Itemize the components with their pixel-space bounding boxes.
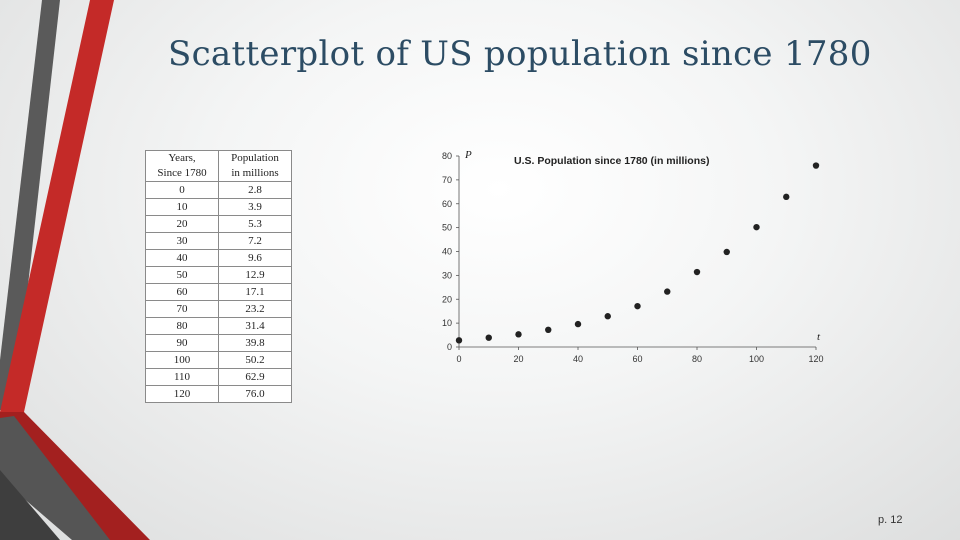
y-tick-label: 50 (442, 223, 452, 233)
data-point (812, 162, 820, 169)
population-table: Years, Since 1780 Population in millions… (145, 150, 292, 403)
population-cell: 76.0 (218, 385, 292, 403)
header-population-line1: Population (231, 152, 279, 164)
table-body: 0 2.8 10 3.9 20 5.3 30 7.2 40 9.6 50 12.9 60 17… (145, 181, 292, 403)
table-row: 40 9.6 (145, 249, 292, 267)
population-cell: 9.6 (218, 249, 292, 267)
years-cell: 80 (145, 317, 219, 335)
data-point (753, 223, 760, 231)
x-tick-label: 40 (573, 354, 583, 364)
table-row: 80 31.4 (145, 317, 292, 335)
page-number: p. 12 (878, 514, 903, 526)
years-cell: 30 (145, 232, 219, 250)
y-tick-label: 70 (442, 175, 452, 185)
header-years-line1: Years, (168, 152, 196, 164)
table-row: 100 50.2 (145, 351, 292, 369)
table-row: 20 5.3 (145, 215, 292, 233)
data-point (783, 193, 790, 201)
x-axis-variable: t (817, 331, 821, 343)
data-point (693, 268, 701, 276)
chart-axes (458, 156, 816, 348)
years-cell: 90 (145, 334, 219, 352)
years-cell: 20 (145, 215, 219, 233)
table-row: 50 12.9 (145, 266, 292, 284)
years-cell: 120 (145, 385, 219, 403)
population-cell: 23.2 (218, 300, 292, 318)
table-row: 120 76.0 (145, 385, 292, 403)
x-axis-ticks: 0 20 40 60 80 100 120 (456, 347, 824, 364)
table-row: 10 3.9 (145, 198, 292, 216)
population-cell: 17.1 (218, 283, 292, 301)
y-tick-label: 0 (447, 342, 452, 352)
population-cell: 7.2 (218, 232, 292, 250)
x-tick-label: 20 (513, 354, 523, 364)
years-cell: 100 (145, 351, 219, 369)
data-point (515, 331, 522, 338)
x-tick-label: 0 (456, 354, 461, 364)
population-cell: 31.4 (218, 317, 292, 335)
data-point (723, 248, 730, 256)
x-tick-label: 60 (632, 354, 642, 364)
years-cell: 10 (145, 198, 219, 216)
table-row: 70 23.2 (145, 300, 292, 318)
data-point (634, 302, 641, 310)
table-header-row: Years, Since 1780 Population in millions (145, 150, 292, 182)
y-tick-label: 30 (442, 270, 452, 280)
table-row: 0 2.8 (145, 181, 292, 199)
years-cell: 50 (145, 266, 219, 284)
y-tick-label: 80 (442, 151, 452, 161)
chart-title: U.S. Population since 1780 (in millions) (514, 155, 709, 167)
data-point (604, 313, 611, 320)
years-cell: 70 (145, 300, 219, 318)
header-years: Years, Since 1780 (145, 150, 219, 182)
data-point (545, 326, 552, 334)
population-cell: 5.3 (218, 215, 292, 233)
table-row: 90 39.8 (145, 334, 292, 352)
population-cell: 62.9 (218, 368, 292, 386)
x-tick-label: 100 (749, 354, 764, 364)
data-point (485, 334, 492, 341)
table-row: 110 62.9 (145, 368, 292, 386)
table-row: 60 17.1 (145, 283, 292, 301)
y-tick-label: 40 (442, 247, 452, 257)
header-years-line2: Since 1780 (157, 167, 207, 179)
population-cell: 3.9 (218, 198, 292, 216)
population-cell: 12.9 (218, 266, 292, 284)
years-cell: 110 (145, 368, 219, 386)
y-tick-label: 60 (442, 199, 452, 209)
data-point (664, 288, 671, 295)
data-point (455, 337, 463, 344)
years-cell: 40 (145, 249, 219, 267)
years-cell: 0 (145, 181, 219, 199)
population-cell: 50.2 (218, 351, 292, 369)
table-row: 30 7.2 (145, 232, 292, 250)
x-tick-label: 120 (808, 354, 823, 364)
y-tick-label: 10 (442, 318, 452, 328)
population-cell: 39.8 (218, 334, 292, 352)
x-tick-label: 80 (692, 354, 702, 364)
header-population-line2: in millions (231, 167, 279, 179)
years-cell: 60 (145, 283, 219, 301)
y-axis-variable: P (464, 149, 472, 161)
population-cell: 2.8 (218, 181, 292, 199)
header-population: Population in millions (218, 150, 292, 182)
data-point (574, 320, 582, 328)
y-axis-ticks: 0 10 20 30 40 50 60 70 80 (442, 151, 459, 352)
y-tick-label: 20 (442, 294, 452, 304)
data-points (455, 162, 820, 344)
population-scatterplot: U.S. Population since 1780 (in millions)… (442, 149, 824, 364)
slide-title: Scatterplot of US population since 1780 (168, 34, 872, 74)
